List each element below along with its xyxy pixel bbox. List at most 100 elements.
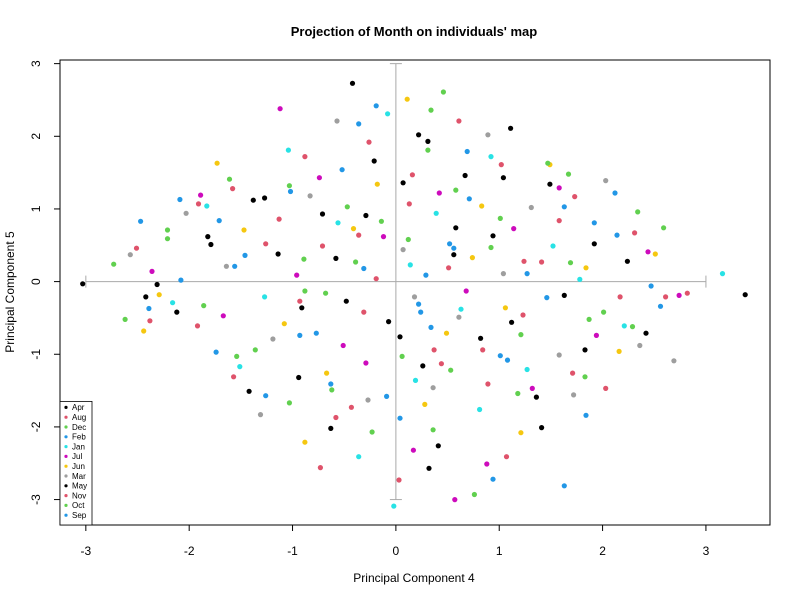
data-point-feb <box>373 103 379 109</box>
data-point-sep <box>583 412 589 418</box>
data-point-dec <box>425 147 431 153</box>
data-point-mar <box>456 314 462 320</box>
data-point-aug <box>361 309 367 315</box>
data-point-dec <box>122 316 128 322</box>
data-point-mar <box>637 342 643 349</box>
data-point-nov <box>147 318 153 324</box>
legend-marker-jul <box>64 454 68 458</box>
legend-marker-nov <box>64 494 68 498</box>
data-point-oct <box>428 107 434 113</box>
data-point-jan <box>407 262 413 268</box>
data-point-apr <box>386 319 392 325</box>
data-point-jun <box>443 330 450 336</box>
data-point-dec <box>344 204 350 210</box>
data-point-mar <box>334 118 340 124</box>
data-point-jun <box>141 328 147 334</box>
data-point-jul <box>645 249 651 255</box>
data-point-may <box>205 234 211 240</box>
data-point-mar <box>500 271 506 277</box>
legend-label-jun: Jun <box>72 462 85 471</box>
data-point-oct <box>201 303 207 309</box>
data-point-apr <box>508 125 514 131</box>
legend-marker-sep <box>64 513 68 517</box>
data-point-jan <box>458 306 464 312</box>
legend-marker-jan <box>64 445 68 449</box>
data-point-sep <box>497 353 503 359</box>
data-point-jun <box>302 439 308 445</box>
data-point-feb <box>612 190 618 196</box>
data-point-apr <box>208 241 214 248</box>
data-point-jan <box>237 364 243 370</box>
legend-label-feb: Feb <box>72 433 86 442</box>
data-point-feb <box>328 381 334 387</box>
data-point-may <box>509 319 515 325</box>
data-point-dec <box>448 367 454 373</box>
data-point-apr <box>143 294 149 300</box>
data-point-jan <box>477 406 483 413</box>
data-point-may <box>174 309 180 315</box>
data-point-oct <box>302 288 308 294</box>
data-point-jun <box>583 265 589 271</box>
data-point-jun <box>502 305 508 311</box>
data-point-sep <box>464 148 470 155</box>
data-point-apr <box>490 233 496 239</box>
data-point-nov <box>446 265 452 271</box>
data-point-jan <box>385 111 391 117</box>
y-tick-label: 2 <box>29 133 43 140</box>
data-point-apr <box>742 292 748 298</box>
data-point-nov <box>263 241 269 247</box>
data-point-aug <box>409 172 415 178</box>
data-point-apr <box>299 305 305 311</box>
data-point-jun <box>479 203 485 209</box>
data-point-sep <box>423 272 429 278</box>
data-point-nov <box>230 186 236 192</box>
data-point-jul <box>452 497 458 503</box>
data-point-apr <box>400 180 406 186</box>
x-tick-label: -3 <box>81 544 92 558</box>
data-point-jun <box>350 226 357 232</box>
data-point-mar <box>430 385 436 391</box>
data-point-feb <box>544 295 550 301</box>
data-point-sep <box>490 476 496 482</box>
legend-marker-apr <box>64 405 68 409</box>
data-point-feb <box>416 301 422 307</box>
data-point-jul <box>529 385 535 391</box>
data-points <box>80 80 748 509</box>
data-point-apr <box>420 363 426 369</box>
data-point-nov <box>503 454 510 460</box>
data-point-jun <box>469 255 475 261</box>
data-point-feb <box>287 188 294 195</box>
data-point-dec <box>226 176 233 182</box>
data-point-jul <box>556 185 562 191</box>
data-point-aug <box>319 243 326 249</box>
y-tick-label: -3 <box>29 494 43 505</box>
data-point-may <box>319 211 326 217</box>
data-point-oct <box>329 387 335 393</box>
data-point-apr <box>363 212 369 219</box>
legend-marker-may <box>64 484 68 488</box>
data-point-oct <box>111 261 117 267</box>
data-point-feb <box>178 277 184 283</box>
plot-frame <box>59 59 771 526</box>
data-point-sep <box>313 330 319 336</box>
y-axis-label: Principal Component 5 <box>3 231 17 353</box>
data-point-may <box>539 425 545 431</box>
data-point-mar <box>223 263 229 269</box>
data-point-sep <box>216 218 222 224</box>
data-point-nov <box>521 258 527 264</box>
data-point-dec <box>286 400 292 406</box>
data-point-jul <box>198 192 204 198</box>
data-point-may <box>591 241 597 247</box>
x-tick-label: -2 <box>184 544 195 558</box>
data-point-apr <box>80 281 86 287</box>
data-point-dec <box>405 236 411 243</box>
data-point-may <box>397 334 403 340</box>
data-point-oct <box>586 316 592 322</box>
data-point-aug <box>485 381 491 387</box>
data-point-nov <box>684 290 690 296</box>
data-point-jul <box>593 332 600 338</box>
legend-label-jul: Jul <box>72 452 82 461</box>
data-point-feb <box>561 483 567 489</box>
data-point-nov <box>333 414 339 421</box>
